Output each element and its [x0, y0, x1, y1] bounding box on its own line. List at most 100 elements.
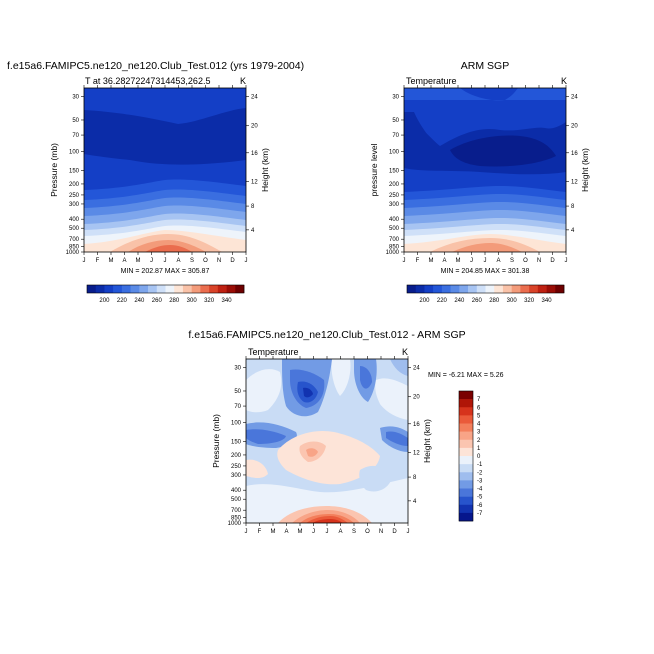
month-tick-label: J	[565, 258, 568, 264]
pressure-tick-label: 500	[389, 226, 400, 232]
colorbar-swatch	[87, 285, 97, 293]
month-tick-label: A	[176, 258, 180, 264]
colorbar-swatch	[459, 431, 473, 441]
colorbar-swatch	[459, 472, 473, 481]
pressure-tick-label: 300	[231, 473, 242, 479]
pressure-tick-label: 150	[231, 439, 242, 445]
pressure-tick-label: 150	[389, 168, 400, 174]
colorbar-swatch	[121, 285, 131, 293]
colorbar-tick-label: -5	[477, 495, 483, 501]
colorbar-swatch	[459, 447, 473, 457]
colorbar-swatch	[546, 285, 556, 293]
pressure-tick-label: 300	[69, 202, 80, 208]
pressure-tick-label: 500	[231, 497, 242, 503]
pressure-tick-label: 1000	[386, 250, 400, 256]
colorbar-swatch	[415, 285, 425, 293]
colorbar-swatch	[459, 407, 473, 416]
y-axis-right-label: Height (km)	[422, 419, 432, 463]
colorbar-tick-label: -4	[477, 487, 483, 493]
colorbar-swatch	[459, 488, 473, 497]
colorbar-swatch	[459, 415, 473, 424]
height-tick-label: 4	[571, 228, 575, 234]
pressure-tick-label: 70	[234, 404, 241, 410]
month-tick-label: J	[312, 529, 315, 535]
month-tick-label: J	[83, 258, 86, 264]
colorbar-tick-label: 340	[222, 298, 233, 304]
colorbar-tick-label: -6	[477, 503, 483, 509]
colorbar-swatch	[459, 456, 473, 465]
colorbar-swatch	[165, 285, 175, 293]
colorbar-tick-label: 200	[99, 298, 110, 304]
y-axis-label: pressure level	[369, 143, 379, 196]
colorbar-tick-label: 320	[524, 298, 535, 304]
colorbar-swatch	[459, 391, 473, 400]
month-tick-label: M	[271, 529, 276, 535]
month-tick-label: O	[523, 258, 528, 264]
colorbar-swatch	[459, 464, 473, 473]
panel-model: f.e15a6.FAMIPC5.ne120_ne120.Club_Test.01…	[7, 60, 304, 275]
panel-diff: f.e15a6.FAMIPC5.ne120_ne120.Club_Test.01…	[188, 329, 503, 535]
month-tick-label: J	[245, 529, 248, 535]
month-tick-label: J	[403, 258, 406, 264]
height-tick-label: 16	[571, 151, 578, 157]
colorbar-tick-label: -2	[477, 470, 483, 476]
height-tick-label: 12	[413, 450, 420, 456]
colorbar-swatch	[459, 399, 473, 408]
panel-model-subtitle-right: K	[240, 76, 246, 86]
panel-model-subtitle-left: T at 36.28272247314453,262.5	[85, 76, 210, 86]
month-tick-label: J	[484, 258, 487, 264]
colorbar-swatch	[450, 285, 460, 293]
colorbar-swatch	[407, 285, 417, 293]
month-tick-label: O	[203, 258, 208, 264]
height-tick-label: 4	[413, 499, 417, 505]
pressure-tick-label: 850	[231, 515, 242, 521]
colorbar-swatch	[209, 285, 219, 293]
colorbar-tick-label: 220	[117, 298, 128, 304]
height-tick-label: 20	[251, 124, 258, 130]
month-tick-label: N	[379, 529, 383, 535]
height-tick-label: 20	[571, 124, 578, 130]
pressure-tick-label: 400	[231, 488, 242, 494]
colorbar-swatch	[174, 285, 184, 293]
pressure-tick-label: 50	[392, 118, 399, 124]
colorbar-swatch	[511, 285, 521, 293]
month-tick-label: M	[109, 258, 114, 264]
panel-obs: ARM SGP Temperature K J F M A M J J A S O N D J 30 50 7…	[369, 60, 590, 275]
panel-obs-subtitle-right: K	[561, 76, 567, 86]
colorbar-swatch	[494, 285, 504, 293]
panel-obs-subtitle-left: Temperature	[406, 76, 457, 86]
colorbar-swatch	[476, 285, 486, 293]
colorbar-obs: 200 220 240 260 280 300 320 340	[406, 284, 565, 304]
colorbar-swatch	[139, 285, 149, 293]
colorbar-tick-label: 220	[437, 298, 448, 304]
colorbar-tick-label: 280	[169, 298, 180, 304]
pressure-tick-label: 100	[69, 149, 80, 155]
height-tick-label: 4	[251, 228, 255, 234]
height-tick-label: 8	[571, 204, 575, 210]
colorbar-swatch	[520, 285, 530, 293]
month-tick-label: D	[392, 529, 397, 535]
height-tick-label: 16	[413, 422, 420, 428]
colorbar-tick-label: 1	[477, 446, 481, 452]
panel-diff-subtitle-left: Temperature	[248, 347, 299, 357]
pressure-tick-label: 100	[389, 149, 400, 155]
pressure-tick-label: 150	[69, 168, 80, 174]
colorbar-tick-label: 0	[477, 454, 481, 460]
colorbar-tick-label: 200	[419, 298, 430, 304]
colorbar-tick-label: 2	[477, 438, 481, 444]
colorbar-swatch	[459, 423, 473, 432]
month-tick-label: J	[407, 529, 410, 535]
pressure-tick-label: 1000	[228, 521, 242, 527]
pressure-tick-label: 30	[72, 95, 79, 101]
colorbar-swatch	[104, 285, 114, 293]
y-axis-label: Pressure (mb)	[211, 414, 221, 468]
panel-obs-title: ARM SGP	[461, 60, 509, 72]
pressure-tick-label: 70	[72, 133, 79, 139]
colorbar-diff: 7 6 5 4 3 2 1 0 -1 -2 -3 -4 -5 -6 -7	[458, 390, 483, 522]
colorbar-swatch	[459, 439, 473, 449]
colorbar-swatch	[113, 285, 123, 293]
colorbar-tick-label: -7	[477, 511, 483, 517]
month-tick-label: N	[537, 258, 541, 264]
month-tick-label: A	[496, 258, 500, 264]
